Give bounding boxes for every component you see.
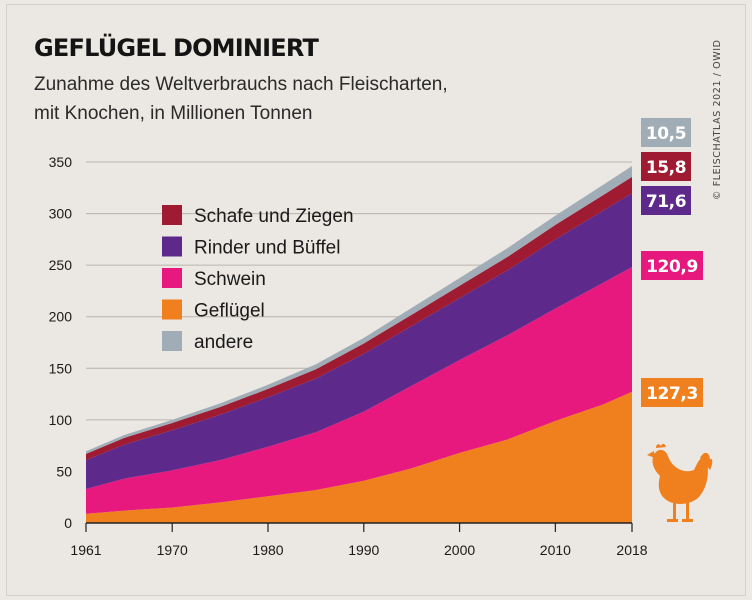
end-badge-label-andere: 10,5 — [646, 124, 686, 144]
chicken-comb — [656, 443, 666, 448]
x-tick-label: 1980 — [252, 542, 283, 558]
chart-axes: 0 50 100 150 200 250 300 350 1961 1970 1980 1990 200… — [49, 154, 648, 558]
end-badge-andere — [641, 118, 691, 147]
x-tick-label: 2010 — [540, 542, 571, 558]
x-tick-label: 2000 — [444, 542, 475, 558]
end-badge-label-schwein: 120,9 — [646, 257, 698, 277]
y-tick-label: 50 — [56, 463, 72, 479]
y-tick-label: 100 — [49, 412, 73, 428]
chicken-leg-left — [673, 502, 676, 520]
chicken-tail — [700, 452, 713, 470]
chart-legend: Schafe und Ziegen Rinder und Büffel Schwei… — [162, 205, 354, 353]
area-rinder — [86, 193, 632, 489]
legend-swatch-schwein — [162, 268, 182, 288]
chicken-icon — [647, 443, 713, 522]
end-value-labels: 10,5 15,8 71,6 120,9 127,3 — [641, 118, 703, 407]
legend-swatch-gefluegel — [162, 299, 182, 320]
x-tick-label: 1990 — [348, 542, 379, 558]
chicken-foot-left — [667, 519, 678, 522]
legend-label-schwein: Schwein — [194, 269, 266, 290]
subtitle-line-2: mit Knochen, in Millionen Tonnen — [34, 103, 313, 124]
end-badge-label-gefluegel: 127,3 — [646, 384, 698, 404]
y-tick-label: 350 — [49, 154, 73, 170]
end-badge-schwein — [641, 251, 703, 280]
y-tick-label: 300 — [49, 206, 73, 222]
end-badge-schafe — [641, 152, 691, 181]
chart-subtitle: Zunahme des Weltverbrauchs nach Fleischa… — [34, 70, 594, 128]
chicken-body — [652, 449, 708, 504]
legend-label-schafe: Schafe und Ziegen — [194, 206, 354, 227]
end-badge-label-rinder: 71,6 — [646, 192, 686, 212]
legend-label-gefluegel: Geflügel — [194, 301, 265, 322]
legend-label-rinder: Rinder und Büffel — [194, 238, 340, 259]
legend-swatch-schafe — [162, 205, 182, 225]
chicken-wattle — [654, 458, 658, 466]
end-badge-rinder — [641, 186, 691, 215]
y-tick-label: 250 — [49, 257, 73, 273]
y-tick-label: 200 — [49, 309, 73, 325]
x-tick-label: 1961 — [70, 542, 101, 558]
chart-areas — [86, 166, 632, 523]
x-tick-label: 1970 — [157, 542, 188, 558]
legend-swatch-rinder — [162, 236, 182, 257]
chart-title: GEFLÜGEL DOMINIERT — [34, 34, 319, 62]
area-schwein — [86, 267, 632, 514]
legend-label-andere: andere — [194, 332, 253, 353]
chicken-beak — [647, 451, 655, 458]
end-badge-label-schafe: 15,8 — [646, 158, 686, 178]
end-badge-gefluegel — [641, 378, 703, 407]
y-tick-label: 0 — [64, 515, 72, 531]
legend-swatch-andere — [162, 331, 182, 351]
y-tick-label: 150 — [49, 360, 73, 376]
area-gefluegel — [86, 391, 632, 523]
x-tick-label: 2018 — [616, 542, 647, 558]
subtitle-line-1: Zunahme des Weltverbrauchs nach Fleischa… — [34, 74, 448, 95]
chicken-foot-right — [682, 519, 693, 522]
chicken-leg-right — [686, 502, 689, 520]
